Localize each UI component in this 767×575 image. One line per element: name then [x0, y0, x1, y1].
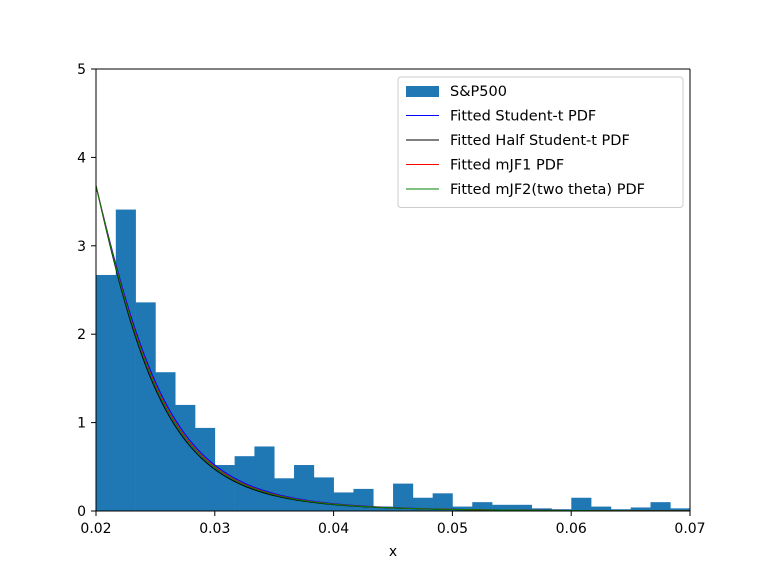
legend-label: Fitted Student-t PDF [450, 109, 596, 125]
legend-label: S&P500 [450, 84, 507, 100]
x-tick-label: 0.04 [318, 521, 349, 537]
histogram-bar [313, 477, 334, 511]
histogram-bar [432, 493, 453, 511]
x-tick-label: 0.05 [437, 521, 468, 537]
histogram-bar [591, 506, 612, 511]
legend-box [397, 76, 684, 208]
histogram-bar [353, 488, 374, 511]
histogram-bar [195, 427, 216, 511]
x-axis-label: x [389, 544, 397, 560]
histogram-bar [115, 209, 136, 511]
legend: S&P500 Fitted Student-t PDF Fitted Half St… [397, 76, 684, 208]
legend-swatch [406, 86, 439, 97]
histogram-bar [254, 446, 275, 511]
histogram-bar [274, 478, 295, 511]
histogram-bar [96, 274, 117, 511]
histogram-bar [610, 509, 631, 511]
x-tick-label: 0.02 [80, 521, 111, 537]
histogram-bar [135, 302, 156, 511]
histogram-bar [294, 465, 315, 511]
histogram-bar [571, 497, 592, 511]
y-tick-label: 0 [77, 504, 86, 520]
y-tick-label: 3 [77, 239, 86, 255]
y-tick-label: 5 [77, 62, 86, 78]
x-tick-label: 0.03 [199, 521, 230, 537]
histogram-bar [373, 506, 394, 511]
histogram-bar [393, 483, 414, 511]
histogram-bar [472, 502, 493, 511]
axes [95, 68, 691, 512]
histogram-bar [670, 508, 690, 511]
ticks: 0.02 0.03 0.04 0.05 0.06 0.07 0 1 2 3 4 5 [77, 62, 706, 537]
x-tick-label: 0.07 [674, 521, 705, 537]
legend-label: Fitted mJF1 PDF [450, 158, 564, 174]
histogram-bar [333, 492, 354, 511]
histogram-bar [412, 497, 433, 511]
histogram-bar [492, 504, 513, 511]
histogram-bar [155, 372, 176, 511]
histogram-bars [96, 209, 690, 511]
y-tick-label: 1 [77, 416, 86, 432]
x-tick-label: 0.06 [556, 521, 587, 537]
y-tick-label: 2 [77, 327, 86, 343]
legend-label: Fitted mJF2(two theta) PDF [450, 182, 645, 198]
histogram-bar [531, 508, 552, 511]
histogram-bar [630, 507, 651, 511]
y-tick-label: 4 [77, 150, 86, 166]
legend-label: Fitted Half Student-t PDF [450, 133, 630, 149]
histogram-bar [650, 502, 671, 511]
histogram-bar [511, 504, 532, 511]
histogram-bar [175, 404, 196, 511]
histogram-bar [452, 506, 473, 511]
